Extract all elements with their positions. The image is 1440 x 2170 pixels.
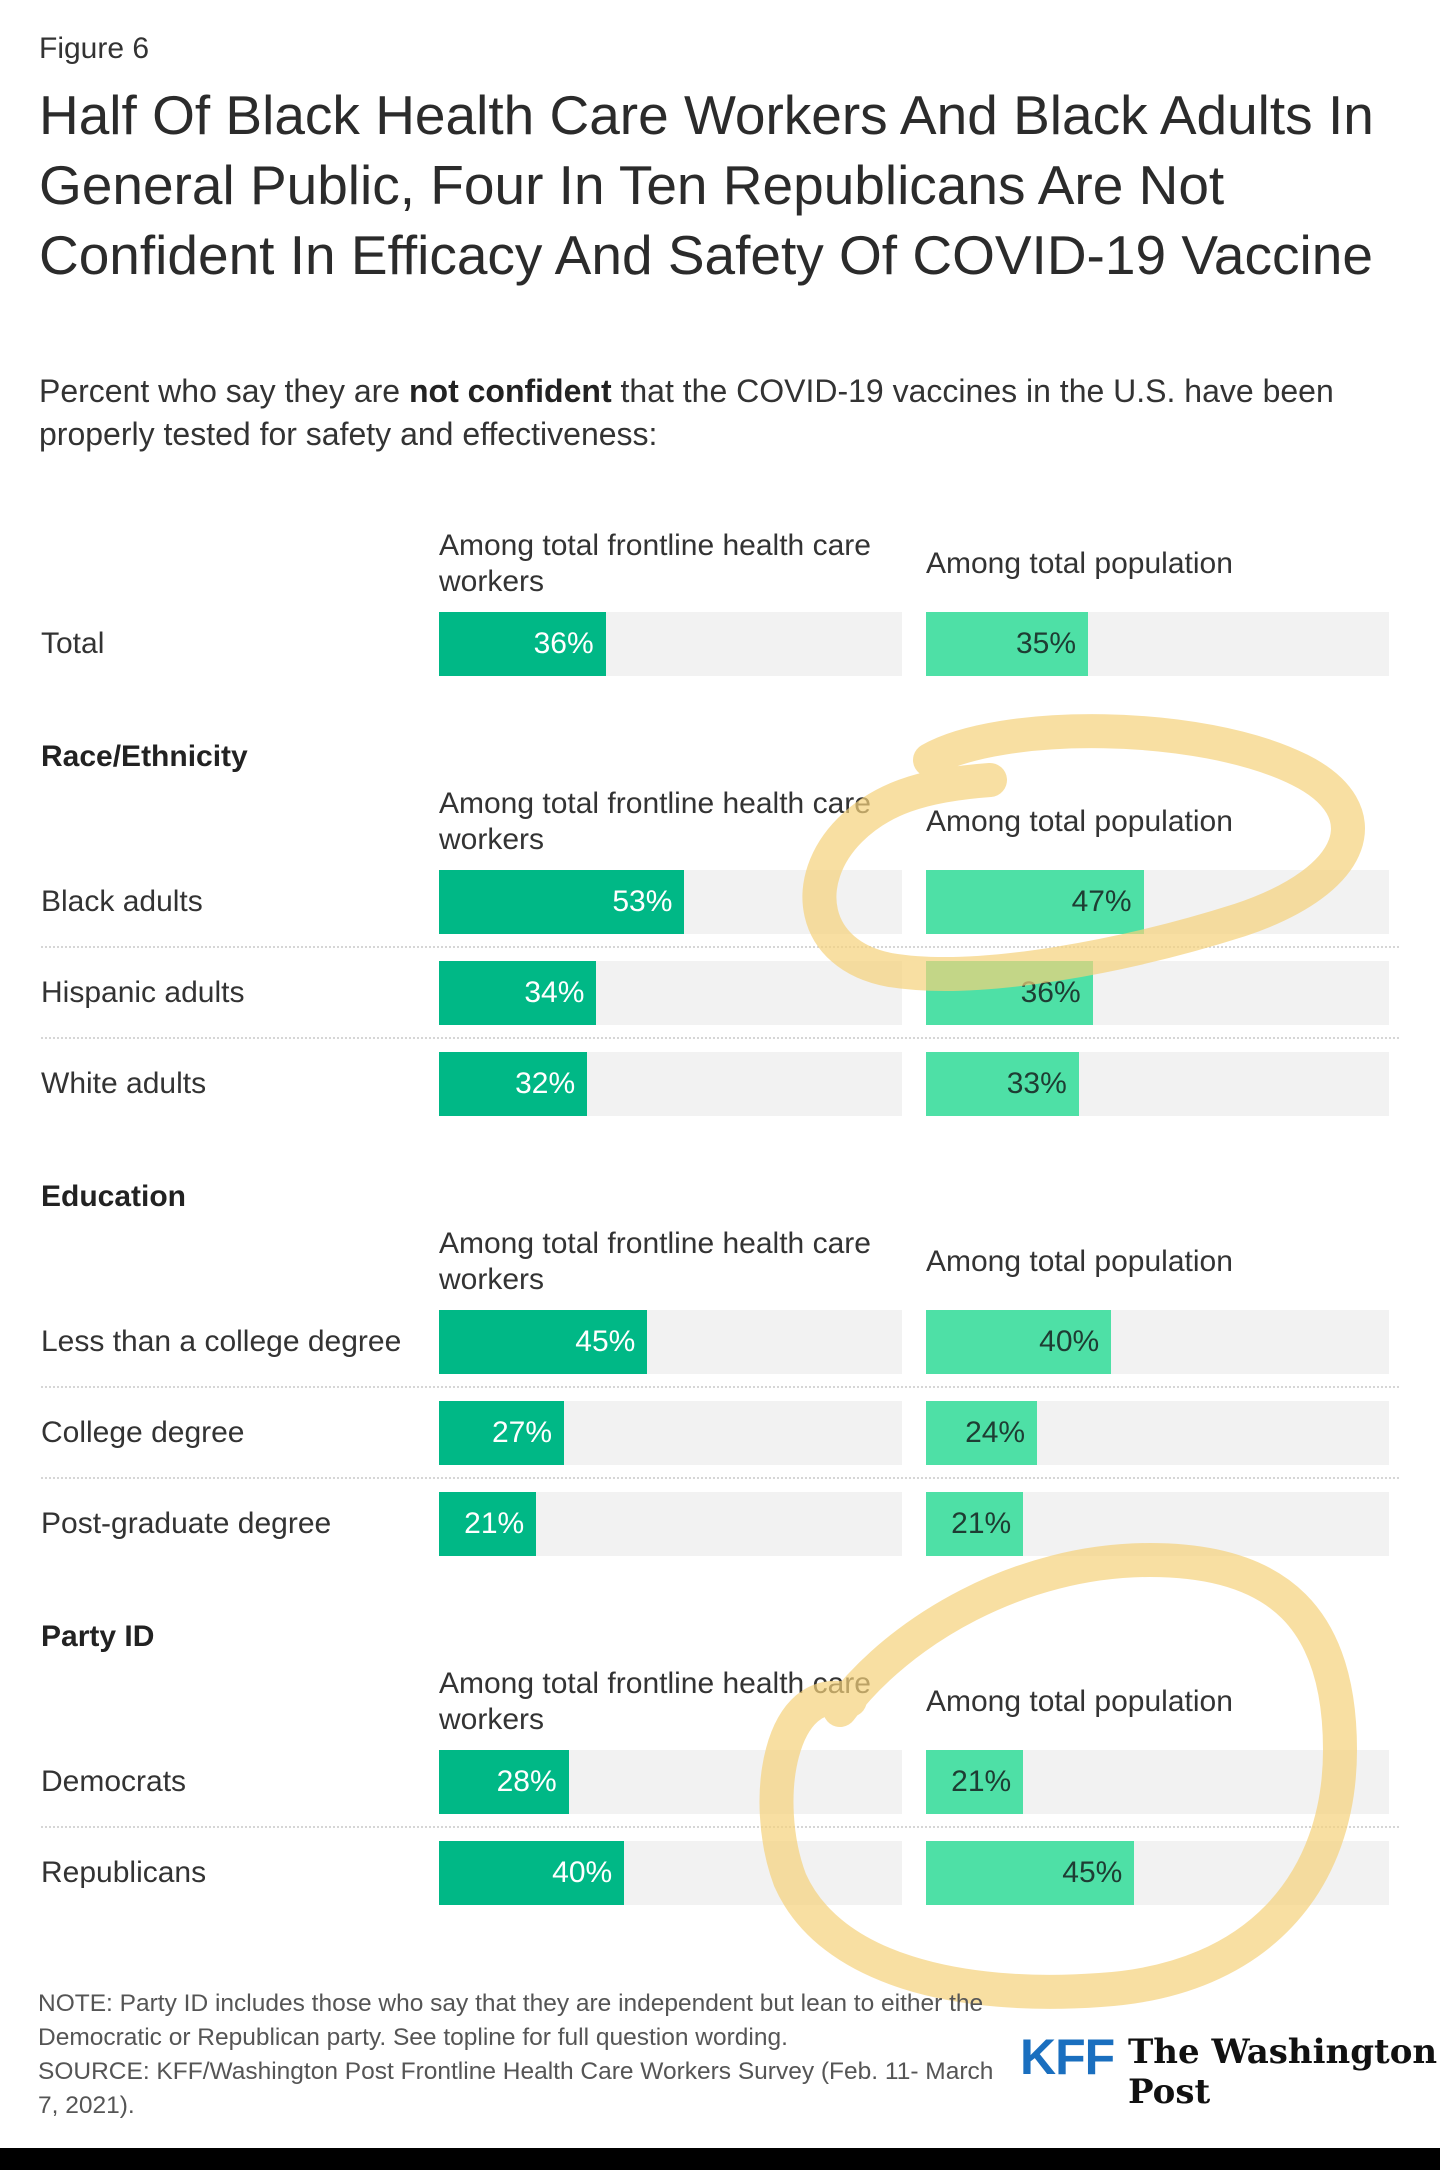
row-divider bbox=[41, 1386, 1399, 1388]
bar-track: 24% bbox=[926, 1401, 1389, 1465]
bar-health-care-workers bbox=[439, 1401, 564, 1465]
row-label: Post-graduate degree bbox=[41, 1507, 332, 1540]
bar-track: 40% bbox=[439, 1841, 902, 1905]
row-label: Total bbox=[41, 627, 105, 660]
bar-track: 33% bbox=[926, 1052, 1389, 1116]
bar-value-label: 24% bbox=[965, 1416, 1026, 1449]
bar-value-label: 32% bbox=[515, 1067, 576, 1100]
bar-track: 45% bbox=[439, 1310, 902, 1374]
row-label: Less than a college degree bbox=[41, 1325, 402, 1358]
bar-health-care-workers bbox=[439, 1310, 648, 1374]
source-text: SOURCE: KFF/Washington Post Frontline He… bbox=[38, 2058, 994, 2119]
bar-value-label: 28% bbox=[496, 1765, 557, 1798]
bar-track: 27% bbox=[439, 1401, 902, 1465]
bar-track: 32% bbox=[439, 1052, 902, 1116]
bottom-border bbox=[0, 2148, 1440, 2170]
bar-track: 36% bbox=[926, 961, 1389, 1025]
bar-health-care-workers bbox=[439, 1750, 569, 1814]
bar-value-label: 36% bbox=[533, 627, 594, 660]
bar-track: 53% bbox=[439, 870, 902, 934]
row-label: Black adults bbox=[41, 885, 203, 918]
bar-value-label: 40% bbox=[1039, 1325, 1100, 1358]
row-label: Republicans bbox=[41, 1856, 207, 1889]
bar-track: 40% bbox=[926, 1310, 1389, 1374]
bar-value-label: 34% bbox=[524, 976, 585, 1009]
bar-track: 34% bbox=[439, 961, 902, 1025]
column-heading: Among total population bbox=[926, 1245, 1233, 1278]
section-heading: Race/Ethnicity bbox=[41, 740, 248, 773]
row-label: Democrats bbox=[41, 1765, 187, 1798]
row-divider bbox=[41, 1037, 1399, 1039]
bar-value-label: 21% bbox=[951, 1507, 1012, 1540]
section-heading: Party ID bbox=[41, 1620, 155, 1653]
bar-track: 21% bbox=[926, 1750, 1389, 1814]
bar-value-label: 45% bbox=[575, 1325, 636, 1358]
bar-value-label: 21% bbox=[951, 1765, 1012, 1798]
row-divider bbox=[41, 1826, 1399, 1828]
bar-value-label: 40% bbox=[552, 1856, 613, 1889]
figure-label: Figure 6 bbox=[39, 32, 150, 65]
washington-post-logo: The Washington Post bbox=[1128, 2032, 1438, 2112]
subtitle-emphasis: not confident bbox=[408, 373, 612, 409]
bar-health-care-workers bbox=[439, 870, 685, 934]
chart-title: Half Of Black Health Care Workers And Bl… bbox=[39, 84, 1374, 286]
column-heading: Among total frontline health care worker… bbox=[439, 1667, 871, 1736]
column-heading: Among total frontline health care worker… bbox=[439, 1227, 871, 1296]
bar-total-population bbox=[926, 1401, 1038, 1465]
row-label: Hispanic adults bbox=[41, 976, 245, 1009]
bar-value-label: 27% bbox=[491, 1416, 552, 1449]
subtitle-prefix: Percent who say they are bbox=[39, 373, 409, 409]
column-heading: Among total population bbox=[926, 1685, 1233, 1718]
row-divider bbox=[41, 946, 1399, 948]
bar-track: 21% bbox=[439, 1492, 902, 1556]
row-label: College degree bbox=[41, 1416, 245, 1449]
subtitle-suffix: that the COVID-19 vaccines in the U.S. h… bbox=[39, 373, 1334, 452]
bar-value-label: 45% bbox=[1062, 1856, 1123, 1889]
bar-value-label: 35% bbox=[1016, 627, 1077, 660]
kff-logo: KFF bbox=[1020, 2029, 1115, 2085]
column-heading: Among total population bbox=[926, 547, 1233, 580]
row-label: White adults bbox=[41, 1067, 207, 1100]
bar-track: 28% bbox=[439, 1750, 902, 1814]
bar-health-care-workers bbox=[439, 961, 597, 1025]
bar-health-care-workers bbox=[439, 612, 606, 676]
bar-track: 36% bbox=[439, 612, 902, 676]
bar-value-label: 36% bbox=[1020, 976, 1081, 1009]
bar-track: 21% bbox=[926, 1492, 1389, 1556]
column-heading: Among total frontline health care worker… bbox=[439, 529, 871, 598]
bar-track: 47% bbox=[926, 870, 1389, 934]
bar-total-population bbox=[926, 612, 1089, 676]
bar-health-care-workers bbox=[439, 1052, 588, 1116]
bar-track: 35% bbox=[926, 612, 1389, 676]
bar-health-care-workers bbox=[439, 1492, 537, 1556]
bar-value-label: 47% bbox=[1071, 885, 1132, 918]
note-text: NOTE: Party ID includes those who say th… bbox=[38, 1990, 984, 2051]
section-heading: Education bbox=[41, 1180, 187, 1213]
bar-value-label: 33% bbox=[1006, 1067, 1067, 1100]
bar-value-label: 53% bbox=[612, 885, 673, 918]
bar-health-care-workers bbox=[439, 1841, 625, 1905]
bar-total-population bbox=[926, 1310, 1112, 1374]
column-heading: Among total population bbox=[926, 805, 1233, 838]
row-divider bbox=[41, 1477, 1399, 1479]
bar-track: 45% bbox=[926, 1841, 1389, 1905]
footnote: NOTE: Party ID includes those who say th… bbox=[38, 1987, 998, 2123]
bar-value-label: 21% bbox=[464, 1507, 525, 1540]
chart-subtitle: Percent who say they are not confident t… bbox=[39, 370, 1409, 456]
column-heading: Among total frontline health care worker… bbox=[439, 787, 871, 856]
bar-total-population bbox=[926, 1052, 1079, 1116]
